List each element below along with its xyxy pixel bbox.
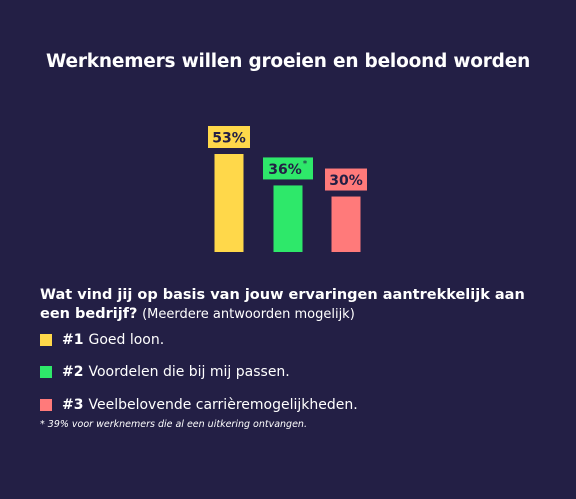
legend-item-1: #1 Goed loon. [40, 330, 164, 350]
survey-question: Wat vind jij op basis van jouw ervaringe… [40, 286, 550, 324]
legend-label-1: Goed loon. [88, 332, 165, 348]
data-label-box-2 [263, 157, 313, 180]
bar-1 [214, 154, 244, 252]
legend-label-3: Veelbelovende carrièremogelijkheden. [88, 397, 358, 413]
data-label-box-1 [208, 126, 250, 148]
data-label-3: 30% [329, 173, 363, 189]
data-label-2: 36% [268, 162, 302, 178]
legend-swatch-3 [40, 399, 52, 411]
legend-swatch-2 [40, 366, 52, 378]
legend-label-2: Voordelen die bij mij passen. [88, 364, 290, 380]
data-label-1: 53% [212, 131, 246, 147]
footnote: * 39% voor werknemers die al een uitkeri… [40, 419, 307, 430]
legend-rank-3: #3 [62, 397, 84, 413]
legend-swatch-1 [40, 334, 52, 346]
footnote-marker: * [303, 159, 308, 169]
bar-chart: 53% 36% * 30% [208, 126, 367, 252]
chart-title: Werknemers willen groeien en beloond wor… [45, 51, 531, 72]
bar-3 [331, 196, 361, 252]
legend-rank-1: #1 [62, 332, 84, 348]
question-text: Wat vind jij op basis van jouw ervaringe… [40, 287, 525, 322]
question-note: (Meerdere antwoorden mogelijk) [142, 307, 355, 322]
legend-rank-2: #2 [62, 364, 84, 380]
legend-item-2: #2 Voordelen die bij mij passen. [40, 362, 290, 382]
bar-2 [273, 185, 303, 252]
legend-item-3: #3 Veelbelovende carrièremogelijkheden. [40, 395, 358, 415]
data-label-box-3 [325, 168, 367, 191]
